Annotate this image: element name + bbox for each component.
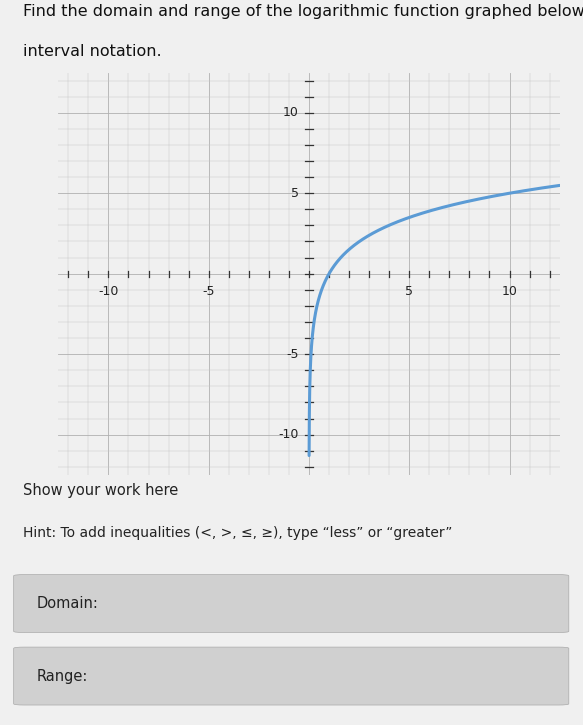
Text: Domain:: Domain:: [37, 596, 99, 611]
Text: 10: 10: [283, 107, 299, 119]
Text: Show your work here: Show your work here: [23, 483, 178, 498]
Text: interval notation.: interval notation.: [23, 44, 162, 59]
Text: -5: -5: [202, 285, 215, 298]
Text: -10: -10: [99, 285, 118, 298]
FancyBboxPatch shape: [13, 575, 569, 632]
Text: Find the domain and range of the logarithmic function graphed below. Use: Find the domain and range of the logarit…: [23, 4, 583, 19]
Text: 5: 5: [291, 187, 299, 199]
FancyBboxPatch shape: [13, 647, 569, 705]
Text: -10: -10: [279, 428, 299, 441]
Text: Range:: Range:: [37, 668, 88, 684]
Text: -5: -5: [286, 348, 299, 360]
Text: Hint: To add inequalities (<, >, ≤, ≥), type “less” or “greater”: Hint: To add inequalities (<, >, ≤, ≥), …: [23, 526, 452, 539]
Text: 5: 5: [405, 285, 413, 298]
Text: 10: 10: [501, 285, 518, 298]
